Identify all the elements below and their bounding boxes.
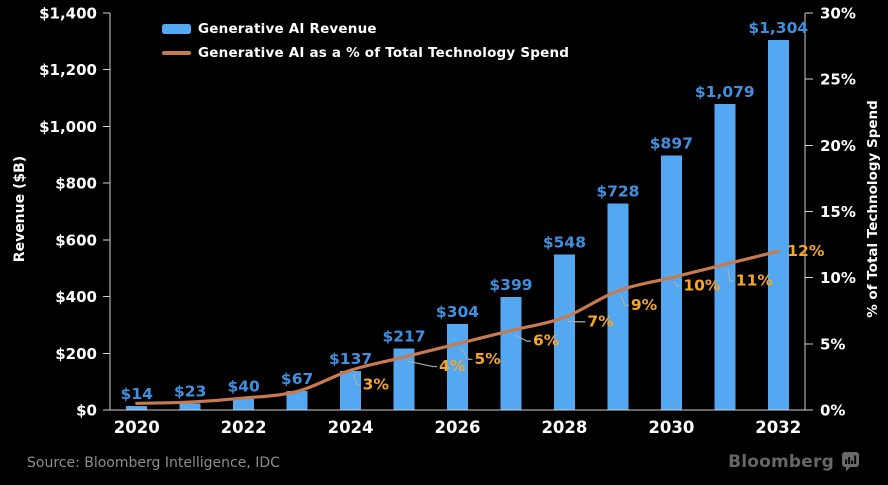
percent-value-label: 6% bbox=[533, 332, 560, 350]
bar-value-label: $23 bbox=[174, 382, 206, 400]
left-axis-tick-label: $1,200 bbox=[39, 61, 97, 79]
bar bbox=[286, 391, 308, 410]
bar bbox=[607, 203, 629, 410]
percent-value-label: 3% bbox=[363, 375, 390, 393]
x-axis-tick-label: 2024 bbox=[328, 418, 374, 437]
source-text: Source: Bloomberg Intelligence, IDC bbox=[27, 455, 280, 471]
x-axis-tick-label: 2028 bbox=[541, 418, 587, 437]
bar-value-label: $14 bbox=[121, 385, 154, 403]
percent-value-label: 12% bbox=[787, 242, 825, 260]
right-axis-tick-label: 15% bbox=[820, 203, 856, 221]
bar-value-label: $67 bbox=[281, 370, 313, 388]
bloomberg-terminal-icon bbox=[842, 452, 859, 472]
bar-value-label: $548 bbox=[543, 234, 586, 252]
x-axis-tick-label: 2030 bbox=[648, 418, 694, 437]
left-axis-tick-label: $800 bbox=[55, 175, 97, 193]
right-axis-tick-label: 20% bbox=[820, 137, 856, 155]
legend-item-revenue: Generative AI Revenue bbox=[162, 17, 569, 41]
legend: Generative AI Revenue Generative AI as a… bbox=[162, 17, 569, 65]
percent-value-label: 7% bbox=[587, 312, 614, 330]
left-axis-tick-label: $400 bbox=[55, 288, 97, 306]
percent-label-leader bbox=[513, 334, 531, 342]
percent-label-leader bbox=[673, 281, 682, 287]
legend-bar-swatch-icon bbox=[162, 24, 191, 34]
legend-item-percent: Generative AI as a % of Total Technology… bbox=[162, 41, 569, 65]
bar-value-label: $1,079 bbox=[695, 83, 755, 101]
left-axis-tick-label: $1,000 bbox=[39, 118, 97, 136]
x-axis-tick-label: 2032 bbox=[755, 418, 801, 437]
right-axis-tick-label: 10% bbox=[820, 269, 856, 287]
bar-value-label: $897 bbox=[650, 135, 693, 153]
bar-value-label: $217 bbox=[382, 327, 425, 345]
percent-value-label: 10% bbox=[683, 277, 721, 295]
bar bbox=[714, 104, 736, 410]
legend-line-swatch-icon bbox=[162, 51, 191, 55]
percent-label-leader bbox=[620, 294, 629, 306]
bloomberg-logo: Bloomberg bbox=[728, 451, 860, 472]
left-axis-tick-label: $0 bbox=[76, 402, 97, 420]
bar bbox=[126, 406, 148, 410]
legend-label-revenue: Generative AI Revenue bbox=[198, 21, 377, 37]
bar bbox=[500, 296, 522, 410]
right-axis-title: % of Total Technology Spend bbox=[865, 100, 881, 318]
bar-value-label: $728 bbox=[596, 183, 639, 201]
bar bbox=[660, 155, 682, 410]
right-axis-tick-label: 0% bbox=[820, 402, 845, 420]
percent-value-label: 4% bbox=[439, 357, 466, 375]
x-axis-tick-label: 2022 bbox=[221, 418, 267, 437]
x-axis-tick-label: 2020 bbox=[114, 418, 160, 437]
right-axis-tick-label: 30% bbox=[820, 5, 856, 23]
bar-value-label: $399 bbox=[489, 276, 532, 294]
bar-value-label: $304 bbox=[436, 303, 479, 321]
bar bbox=[340, 371, 362, 410]
percent-label-leader bbox=[460, 347, 473, 360]
bar-value-label: $1,304 bbox=[748, 19, 808, 37]
percent-value-label: 9% bbox=[631, 296, 658, 314]
bar bbox=[553, 254, 575, 410]
percent-label-leader bbox=[727, 268, 734, 282]
bloomberg-wordmark: Bloomberg bbox=[728, 451, 834, 472]
bar-value-label: $137 bbox=[329, 350, 372, 368]
bar-value-label: $40 bbox=[227, 378, 260, 396]
left-axis-tick-label: $600 bbox=[55, 231, 97, 249]
percent-label-leader bbox=[567, 320, 586, 323]
bar bbox=[179, 403, 201, 410]
percent-label-leader bbox=[406, 360, 438, 368]
right-axis-tick-label: 25% bbox=[820, 71, 856, 89]
percent-line bbox=[135, 249, 780, 405]
bar bbox=[767, 40, 789, 410]
percent-label-leader bbox=[353, 374, 361, 386]
legend-label-percent: Generative AI as a % of Total Technology… bbox=[198, 45, 570, 61]
bar bbox=[233, 398, 255, 410]
left-axis-tick-label: $1,400 bbox=[39, 5, 97, 23]
percent-value-label: 11% bbox=[736, 271, 774, 289]
left-axis-tick-label: $200 bbox=[55, 345, 97, 363]
left-axis-title: Revenue ($B) bbox=[12, 155, 28, 263]
right-axis-tick-label: 5% bbox=[820, 335, 845, 353]
x-axis-tick-label: 2026 bbox=[435, 418, 481, 437]
percent-value-label: 5% bbox=[475, 350, 502, 368]
bar bbox=[393, 348, 415, 410]
